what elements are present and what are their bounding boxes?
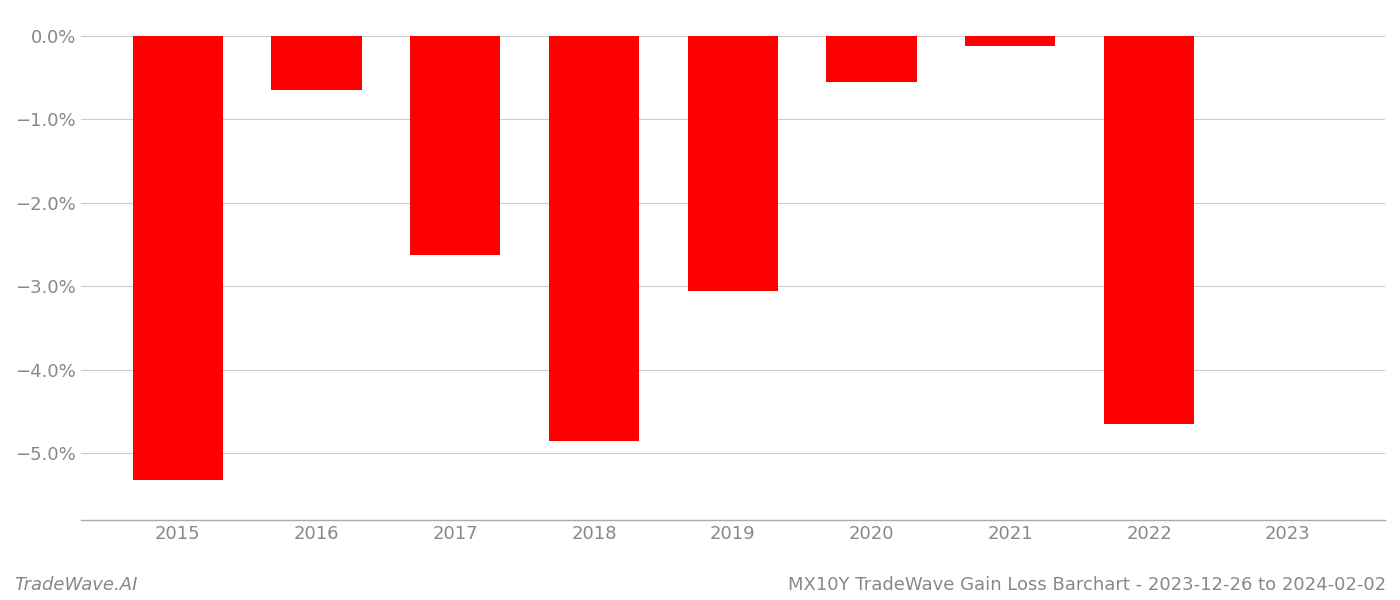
Text: TradeWave.AI: TradeWave.AI [14,576,137,594]
Bar [1105,36,1194,424]
Text: MX10Y TradeWave Gain Loss Barchart - 2023-12-26 to 2024-02-02: MX10Y TradeWave Gain Loss Barchart - 202… [788,576,1386,594]
Bar [826,36,917,82]
Bar [687,36,778,290]
Bar [272,36,361,90]
Bar [965,36,1056,46]
Bar [549,36,640,441]
Bar [410,36,500,254]
Bar [133,36,223,480]
